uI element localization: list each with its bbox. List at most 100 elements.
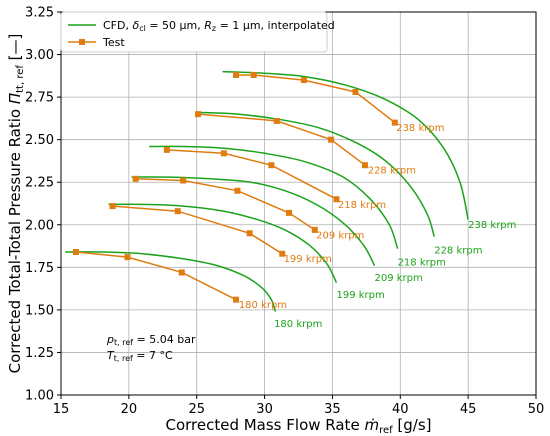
test-data-point [250, 71, 257, 78]
cfd-speedline [196, 111, 435, 237]
test-speed-label: 238 krpm [396, 123, 444, 134]
y-axis-label-subscript: tt, ref [15, 65, 26, 93]
test-data-point [124, 254, 131, 261]
cfd-speed-label: 228 krpm [434, 246, 482, 257]
test-data-point [178, 269, 185, 276]
cfd-series-group [65, 70, 469, 312]
x-tick-label: 40 [392, 402, 409, 417]
ref-temperature-symbol: T [107, 349, 115, 362]
axis-ticks: 15 20 25 30 35 40 45 50 1.00 1.25 1.50 1.75 2.00 2.25… [25, 6, 544, 418]
x-tick-label: 45 [460, 402, 477, 417]
test-data-point [109, 203, 116, 210]
test-data-point [72, 249, 79, 256]
y-tick-label: 3.25 [25, 6, 54, 21]
y-tick-label: 2.25 [25, 176, 54, 191]
x-axis-label-symbol: ṁ [364, 416, 379, 434]
cfd-speed-label: 199 krpm [337, 290, 385, 301]
ref-pressure-value: = 5.04 bar [133, 333, 196, 346]
test-speed-label: 228 krpm [368, 166, 416, 177]
y-axis-label-symbol: Π [6, 93, 24, 104]
y-tick-label: 2.50 [25, 133, 54, 148]
test-data-point [174, 208, 181, 215]
test-speed-label: 180 krpm [239, 300, 287, 311]
cfd-speed-label: 238 krpm [468, 220, 516, 231]
ref-temperature-value: = 7 °C [133, 349, 173, 362]
legend-cfd-text-f: z [212, 24, 216, 33]
test-data-point [362, 162, 368, 169]
y-tick-label: 1.00 [25, 389, 54, 404]
y-axis-label-main: Corrected Total-Total Pressure Ratio [6, 104, 24, 373]
test-speedline [236, 74, 396, 124]
ref-pressure-symbol: p [106, 333, 114, 346]
test-data-point [286, 209, 292, 216]
test-speedline [166, 149, 337, 200]
x-axis-label-main: Corrected Mass Flow Rate [165, 416, 364, 434]
x-tick-label: 25 [188, 402, 205, 417]
ref-pressure-subscript: t, ref [114, 338, 133, 347]
test-data-point [273, 117, 280, 124]
test-data-point [233, 71, 240, 78]
x-tick-label: 35 [324, 402, 341, 417]
y-tick-label: 1.50 [25, 303, 54, 318]
legend: CFD, δcl = 50 μm, Rz = 1 μm, interpolate… [60, 11, 335, 53]
legend-cfd-text-b: δ [132, 19, 139, 32]
legend-cfd-label: CFD, δcl = 50 μm, Rz = 1 μm, interpolate… [103, 19, 335, 33]
cfd-speedline [131, 176, 376, 266]
y-tick-label: 1.25 [25, 346, 54, 361]
x-tick-label: 30 [256, 402, 273, 417]
y-tick-label: 2.75 [25, 91, 54, 106]
legend-cfd-text-g: = 1 μm, interpolated [216, 19, 335, 32]
y-axis-label-unit: [—] [6, 34, 24, 65]
legend-cfd-text-d: = 50 μm, [146, 19, 204, 32]
test-data-point [233, 296, 240, 303]
test-data-point [268, 162, 275, 169]
cfd-speedline [222, 70, 469, 220]
legend-test-marker-icon [79, 39, 85, 45]
y-tick-label: 3.00 [25, 48, 54, 63]
reference-pressure-text: pt, ref = 5.04 bar [106, 333, 196, 347]
test-data-point [300, 77, 307, 84]
test-speed-label: 209 krpm [316, 230, 364, 241]
test-data-point [163, 146, 170, 153]
test-data-point [220, 150, 227, 157]
test-data-point [180, 177, 187, 184]
legend-cfd-text-c: cl [139, 24, 146, 33]
y-axis-label: Corrected Total-Total Pressure Ratio Πtt… [6, 34, 26, 374]
reference-temperature-text: Tt, ref = 7 °C [107, 349, 173, 363]
test-speed-label: 199 krpm [284, 254, 332, 265]
test-data-point [234, 187, 241, 194]
test-data-point [246, 230, 253, 237]
test-data-point [328, 136, 335, 143]
legend-cfd-text-a: CFD, [103, 19, 132, 32]
x-axis-label-subscript: ref [379, 425, 393, 436]
cfd-speedline [65, 251, 277, 312]
test-data-point [333, 196, 340, 203]
cfd-speedline [108, 203, 338, 284]
test-data-point [195, 111, 202, 118]
test-data-point [279, 250, 286, 257]
ref-temperature-subscript: t, ref [114, 354, 133, 363]
test-speedline [198, 113, 366, 166]
x-axis-label: Corrected Mass Flow Rate ṁref [g/s] [165, 416, 431, 436]
legend-test-label: Test [102, 36, 125, 49]
x-tick-label: 20 [121, 402, 138, 417]
test-data-point [352, 89, 359, 96]
conditions-annotation: pt, ref = 5.04 bar Tt, ref = 7 °C [106, 333, 196, 363]
cfd-speed-label: 209 krpm [375, 273, 423, 284]
test-data-point [132, 175, 139, 182]
legend-cfd-text-e: R [204, 19, 212, 32]
cfd-speed-label: 180 krpm [274, 319, 322, 330]
test-speedline [75, 251, 237, 301]
x-tick-label: 15 [53, 402, 70, 417]
x-axis-label-unit: [g/s] [393, 416, 432, 434]
y-tick-label: 2.00 [25, 218, 54, 233]
cfd-speed-label: 218 krpm [398, 258, 446, 269]
test-speed-label: 218 krpm [338, 200, 386, 211]
y-tick-label: 1.75 [25, 261, 54, 276]
legend-box [60, 11, 328, 53]
cfd-speedline [149, 145, 399, 249]
test-data-point [311, 226, 318, 233]
